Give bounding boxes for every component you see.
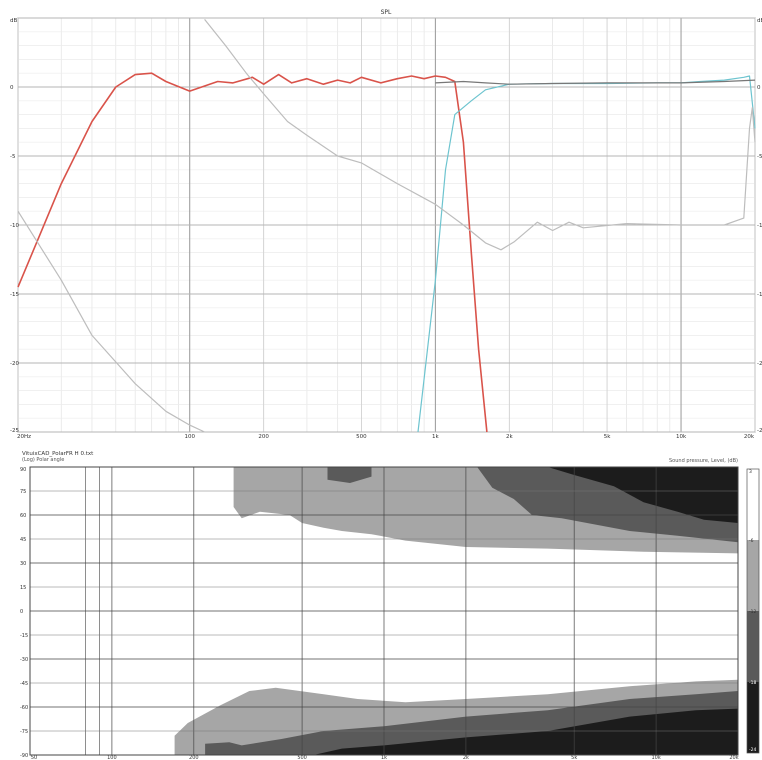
- spl-frequency-response-chart: 20Hz 100 200 500 1k 2k 5k 10k 20k dB dB 0 0 -5 -5 -10 -1…: [10, 9, 762, 440]
- spl-y-tick-label-right: -5: [757, 154, 762, 160]
- polar-contour-regions: [174, 467, 739, 755]
- polar-y-tick-label: -75: [20, 729, 28, 735]
- polar-y-tick-label: -90: [20, 753, 28, 759]
- polar-directivity-map: VituixCAD_PolarFR H 0.txt (Log) Polar an…: [20, 451, 760, 760]
- spl-x-tick-label: 1k: [432, 434, 439, 440]
- polar-x-tick-label: 500: [297, 755, 307, 760]
- polar-color-legend: 3 -6 -12 -18 -24: [746, 468, 760, 754]
- polar-legend-label: -12: [749, 609, 756, 615]
- polar-y-tick-label: 15: [20, 585, 26, 591]
- polar-x-tick-label: 10k: [651, 755, 660, 760]
- polar-y-tick-label: 75: [20, 489, 26, 495]
- polar-contour-region-3: [327, 467, 372, 483]
- polar-y-tick-label: -60: [20, 705, 28, 711]
- polar-legend-label: -6: [749, 538, 754, 544]
- spl-series-group: [17, 19, 756, 433]
- spl-y-tick-label-left: -10: [10, 223, 19, 229]
- spl-x-tick-label: 100: [184, 434, 195, 440]
- polar-legend-title: Sound pressure, Level, (dB): [669, 458, 738, 464]
- polar-y-tick-label: 0: [20, 609, 23, 615]
- spl-series-line-0: [17, 72, 488, 433]
- polar-legend-frame: [746, 468, 760, 754]
- spl-y-tick-label-right: -10: [757, 223, 762, 229]
- polar-x-tick-label: 50: [31, 755, 37, 760]
- polar-plot-frame: [29, 466, 739, 756]
- polar-y-tick-label: -15: [20, 633, 28, 639]
- polar-x-tick-label: 5k: [571, 755, 577, 760]
- polar-x-tick-label: 20k: [729, 755, 738, 760]
- spl-x-tick-label: 2k: [506, 434, 513, 440]
- spl-y-tick-label-left: -20: [10, 361, 19, 367]
- spl-chart-title: SPL: [381, 9, 392, 16]
- spl-tick-labels: 20Hz 100 200 500 1k 2k 5k 10k 20k dB dB 0 0 -5 -5 -10 -1…: [10, 18, 762, 440]
- polar-chart-subtitle: (Log) Polar angle: [22, 457, 64, 463]
- spl-series-line-4: [204, 19, 756, 251]
- polar-x-tick-label: 100: [107, 755, 117, 760]
- polar-x-tick-label: 2k: [463, 755, 469, 760]
- polar-y-tick-label: 45: [20, 537, 26, 543]
- polar-legend-swatch-0: [747, 469, 759, 540]
- spl-grid: [17, 17, 756, 433]
- spl-y-tick-label-left: -25: [10, 428, 19, 434]
- polar-legend-swatch-3: [747, 682, 759, 753]
- polar-legend-label: 3: [749, 469, 752, 475]
- spl-y-tick-label-right: dB: [757, 18, 762, 24]
- polar-y-tick-label: 90: [20, 467, 26, 473]
- polar-x-tick-label: 1k: [381, 755, 387, 760]
- spl-y-tick-label-left: dB: [10, 18, 17, 24]
- spl-y-tick-label-right: -15: [757, 292, 762, 298]
- polar-grid: [29, 467, 739, 755]
- polar-y-tick-label: 60: [20, 513, 26, 519]
- spl-y-tick-label-left: -15: [10, 292, 19, 298]
- spl-x-tick-label: 20k: [744, 434, 755, 440]
- polar-x-tick-label: 200: [189, 755, 199, 760]
- spl-x-tick-label: 200: [258, 434, 269, 440]
- spl-x-tick-label: 20Hz: [17, 434, 31, 440]
- polar-y-tick-label: -45: [20, 681, 28, 687]
- spl-x-tick-label: 10k: [676, 434, 687, 440]
- polar-legend-label: -18: [749, 680, 756, 686]
- spl-series-line-3: [17, 210, 205, 433]
- polar-tick-labels: 50 100 200 500 1k 2k 5k 10k 20k 90 75 60 45 30 15 0 -15 -…: [20, 467, 739, 760]
- spl-y-tick-label-right: 0: [757, 85, 761, 91]
- polar-contour-region-6: [313, 708, 738, 755]
- spl-x-tick-label: 500: [356, 434, 367, 440]
- polar-legend-swatch-2: [747, 611, 759, 682]
- spl-x-tick-label: 5k: [604, 434, 611, 440]
- spl-y-tick-label-right: -20: [757, 361, 762, 367]
- spl-series-line-2: [435, 79, 756, 85]
- spl-y-tick-label-left: 0: [10, 85, 14, 91]
- polar-y-tick-label: 30: [20, 561, 26, 567]
- polar-y-tick-label: -30: [20, 657, 28, 663]
- spl-y-tick-label-left: -5: [10, 154, 16, 160]
- polar-legend-label: -24: [749, 747, 756, 753]
- polar-legend-swatch-1: [747, 540, 759, 611]
- polar-contour-region-2: [547, 467, 738, 523]
- polar-chart-title: VituixCAD_PolarFR H 0.txt: [22, 451, 94, 457]
- spl-y-tick-label-right: -25: [757, 428, 762, 434]
